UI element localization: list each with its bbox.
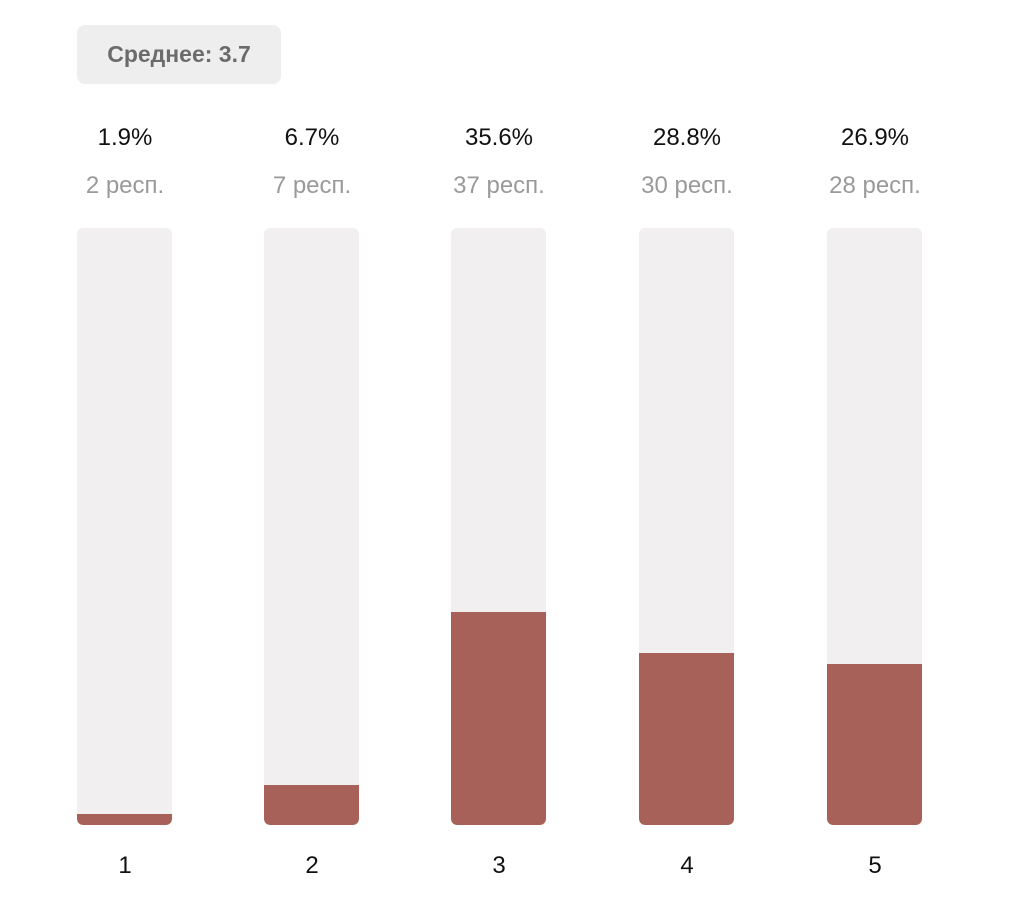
bar-percent-label: 6.7%: [284, 124, 340, 151]
x-tick-label: 5: [868, 852, 882, 879]
bar-fill: [451, 612, 546, 825]
x-tick-label: 2: [305, 852, 319, 879]
bar-fill: [77, 814, 172, 825]
bar-percent-label: 35.6%: [464, 124, 534, 151]
bar-count-label: 30 респ.: [641, 172, 733, 199]
bar-fill: [264, 785, 359, 825]
bar-count-label: 37 респ.: [453, 172, 545, 199]
bar-track: [264, 228, 359, 825]
bar-fill: [827, 664, 922, 825]
bar-fill: [639, 653, 734, 825]
average-value: 3.7: [218, 41, 251, 67]
bar-count-label: 7 респ.: [272, 172, 352, 199]
average-label: Среднее:: [107, 41, 213, 67]
bar-track: [827, 228, 922, 825]
bar-percent-label: 26.9%: [840, 124, 910, 151]
x-tick-label: 4: [680, 852, 694, 879]
bar-track: [77, 228, 172, 825]
average-badge: Среднее: 3.7: [77, 25, 281, 84]
bar-track: [451, 228, 546, 825]
bar-percent-label: 28.8%: [652, 124, 722, 151]
bar-count-label: 2 респ.: [85, 172, 165, 199]
x-tick-label: 1: [118, 852, 132, 879]
bar-count-label: 28 респ.: [829, 172, 921, 199]
bar-track: [639, 228, 734, 825]
bar-percent-label: 1.9%: [97, 124, 153, 151]
x-tick-label: 3: [492, 852, 506, 879]
